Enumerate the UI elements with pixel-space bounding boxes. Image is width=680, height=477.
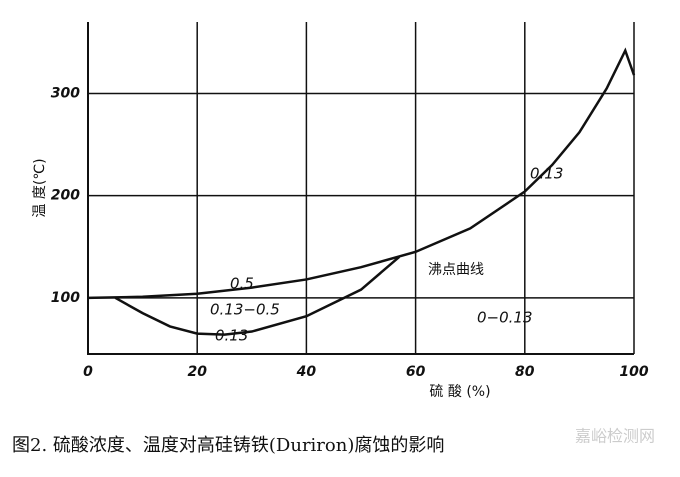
- x-tick-label: 20: [187, 364, 207, 380]
- x-tick-label: 0: [83, 364, 93, 380]
- annotation: 0.13: [530, 165, 563, 183]
- x-tick-label: 40: [296, 364, 317, 380]
- y-tick-label: 100: [51, 290, 80, 306]
- caption: 图2. 硫酸浓度、温度对高硅铸铁(Duriron)腐蚀的影响: [12, 435, 444, 456]
- x-tick-label: 100: [619, 364, 648, 380]
- annotation: 0−0.13: [477, 309, 533, 327]
- y-axis-label: 温 度(℃): [32, 158, 48, 217]
- annotation: 沸点曲线: [428, 262, 484, 278]
- axis-frame: [87, 22, 634, 355]
- x-axis-label: 硫 酸 (%): [429, 384, 490, 400]
- watermark: 嘉峪检测网: [575, 427, 655, 446]
- annotation: 0.13: [215, 327, 248, 345]
- x-tick-label: 80: [515, 364, 535, 380]
- line: [87, 47, 636, 300]
- line: [114, 256, 401, 336]
- y-tick-label: 200: [51, 188, 80, 204]
- x-tick-label: 60: [406, 364, 426, 380]
- y-tick-label: 300: [51, 86, 80, 102]
- annotation: 0.13−0.5: [210, 301, 280, 319]
